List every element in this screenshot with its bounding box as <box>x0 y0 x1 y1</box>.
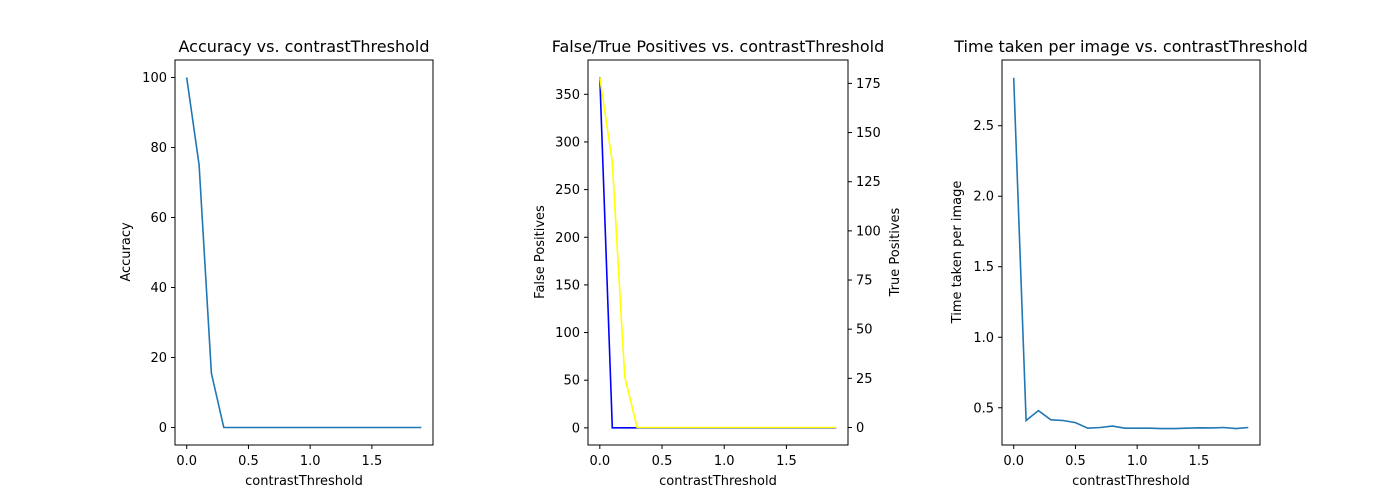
x-tick-label: 1.5 <box>776 454 797 469</box>
y2-tick-label: 75 <box>856 274 873 289</box>
plot-frame <box>174 59 434 446</box>
x-axis-label: contrastThreshold <box>659 474 777 489</box>
y-tick-label: 0 <box>159 421 167 436</box>
chart-false-true-positives: False/True Positives vs. contrastThresho… <box>533 37 903 489</box>
y-tick-label: 2.0 <box>973 190 994 205</box>
y-tick-label: 60 <box>150 211 167 226</box>
y-tick-label: 40 <box>150 281 167 296</box>
x-tick-label: 0.0 <box>589 454 610 469</box>
x-tick-label: 1.5 <box>362 454 383 469</box>
y2-tick-label: 150 <box>856 126 881 141</box>
y-tick-label: 150 <box>555 278 580 293</box>
x-tick-label: 1.5 <box>1189 454 1210 469</box>
y2-tick-label: 25 <box>856 372 873 387</box>
x-tick-label: 1.0 <box>1127 454 1148 469</box>
y2-axis-label-true-positives: True Positives <box>888 207 903 297</box>
chart-time-per-image: Time taken per image vs. contrastThresho… <box>950 37 1308 489</box>
y-tick-label: 1.5 <box>973 260 994 275</box>
chart-title: False/True Positives vs. contrastThresho… <box>552 37 885 56</box>
x-tick-label: 0.5 <box>1065 454 1086 469</box>
x-tick-label: 0.5 <box>238 454 259 469</box>
x-tick-label: 1.0 <box>300 454 321 469</box>
y-tick-label: 0.5 <box>973 401 994 416</box>
chart-title: Time taken per image vs. contrastThresho… <box>953 37 1308 56</box>
y-axis-label: Accuracy <box>119 222 134 282</box>
series-line-0 <box>1012 77 1249 430</box>
y-tick-label: 2.5 <box>973 119 994 134</box>
y-tick-label: 300 <box>555 135 580 150</box>
y-tick-label: 0 <box>572 421 580 436</box>
y-axis-label-false-positives: False Positives <box>533 205 548 299</box>
series-line-true-positives <box>599 77 837 429</box>
plot-frame <box>1001 59 1261 446</box>
y-tick-label: 250 <box>555 183 580 198</box>
x-tick-label: 1.0 <box>714 454 735 469</box>
x-axis-label: contrastThreshold <box>1072 474 1190 489</box>
x-tick-label: 0.0 <box>1003 454 1024 469</box>
chart-accuracy: Accuracy vs. contrastThreshold contrastT… <box>119 37 434 489</box>
y2-tick-label: 50 <box>856 323 873 338</box>
y-axis-label: Time taken per image <box>950 181 965 325</box>
y2-tick-label: 125 <box>856 175 881 190</box>
y2-tick-label: 0 <box>856 421 864 436</box>
y-tick-label: 80 <box>150 141 167 156</box>
chart-title: Accuracy vs. contrastThreshold <box>179 37 430 56</box>
y-tick-label: 200 <box>555 231 580 246</box>
y2-tick-label: 100 <box>856 224 881 239</box>
y-tick-label: 100 <box>555 326 580 341</box>
plot-frame <box>587 59 849 446</box>
x-tick-label: 0.0 <box>176 454 197 469</box>
y2-tick-label: 175 <box>856 77 881 92</box>
y-tick-label: 100 <box>142 71 167 86</box>
x-tick-label: 0.5 <box>652 454 673 469</box>
x-axis-label: contrastThreshold <box>245 474 363 489</box>
y-tick-label: 1.0 <box>973 331 994 346</box>
y-tick-label: 50 <box>563 374 580 389</box>
y-tick-label: 20 <box>150 351 167 366</box>
series-line-0 <box>185 77 422 429</box>
y-tick-label: 350 <box>555 88 580 103</box>
